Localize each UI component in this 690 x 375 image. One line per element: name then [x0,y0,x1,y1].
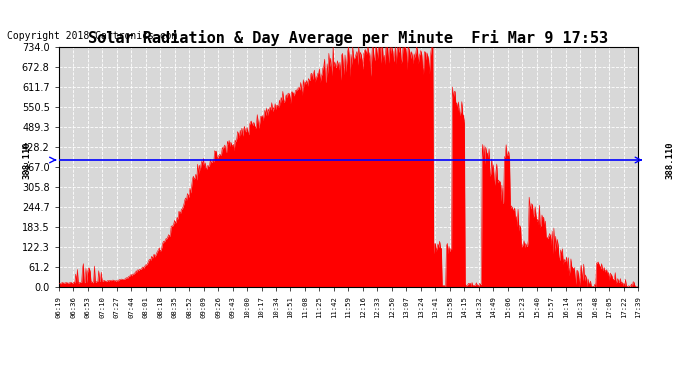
Title: Solar Radiation & Day Average per Minute  Fri Mar 9 17:53: Solar Radiation & Day Average per Minute… [88,30,609,46]
Text: 388.110: 388.110 [666,141,675,179]
Text: 388.110: 388.110 [22,141,31,179]
Text: Copyright 2018 Cartronics.com: Copyright 2018 Cartronics.com [7,32,177,41]
